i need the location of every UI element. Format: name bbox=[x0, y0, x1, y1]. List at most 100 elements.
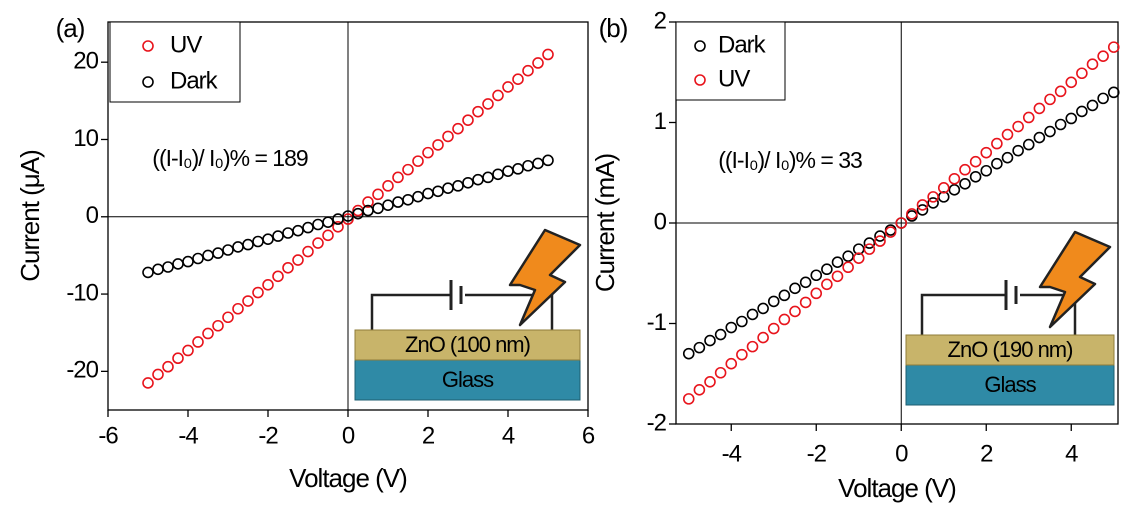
data-point bbox=[373, 203, 383, 213]
glass-label: Glass bbox=[984, 372, 1036, 397]
data-point bbox=[716, 368, 726, 378]
data-point bbox=[694, 385, 704, 395]
data-point bbox=[393, 172, 403, 182]
data-point bbox=[928, 192, 938, 202]
data-point bbox=[1077, 106, 1087, 116]
legend-label: Dark bbox=[170, 67, 219, 94]
data-point bbox=[283, 263, 293, 273]
data-point bbox=[758, 333, 768, 343]
data-point bbox=[1098, 51, 1108, 61]
data-point bbox=[243, 296, 253, 306]
data-point bbox=[183, 257, 193, 267]
data-point bbox=[833, 257, 843, 267]
y-tick-label: 10 bbox=[73, 125, 98, 152]
data-point bbox=[1056, 86, 1066, 96]
data-point bbox=[423, 148, 433, 158]
inset: ZnO (100 nm)Glass bbox=[355, 230, 580, 400]
data-point bbox=[453, 124, 463, 134]
data-point bbox=[153, 369, 163, 379]
data-point bbox=[283, 228, 293, 238]
data-point bbox=[233, 242, 243, 252]
data-point bbox=[223, 312, 233, 322]
x-tick-label: 4 bbox=[1065, 440, 1078, 467]
data-point bbox=[463, 115, 473, 125]
data-point bbox=[1003, 130, 1013, 140]
data-point bbox=[801, 297, 811, 307]
y-tick-label: -2 bbox=[647, 409, 667, 436]
data-point bbox=[822, 279, 832, 289]
data-point bbox=[323, 217, 333, 227]
data-point bbox=[453, 181, 463, 191]
data-point bbox=[523, 161, 533, 171]
legend-label: UV bbox=[718, 65, 750, 92]
data-point bbox=[143, 378, 153, 388]
y-axis-title: Current (mA) bbox=[590, 154, 620, 293]
y-tick-label: -1 bbox=[647, 309, 667, 336]
data-point bbox=[173, 353, 183, 363]
inset: ZnO (190 nm) Glass bbox=[906, 232, 1114, 405]
data-point bbox=[769, 296, 779, 306]
x-tick-label: 2 bbox=[980, 440, 993, 467]
data-point bbox=[383, 181, 393, 191]
data-point bbox=[843, 262, 853, 272]
legend-label: Dark bbox=[718, 31, 767, 58]
data-point bbox=[1056, 120, 1066, 130]
data-point bbox=[493, 169, 503, 179]
data-point bbox=[373, 189, 383, 199]
data-point bbox=[748, 309, 758, 319]
x-axis-title: Voltage (V) bbox=[289, 463, 407, 493]
x-tick-label: 2 bbox=[422, 422, 435, 449]
zno-label: ZnO (100 nm) bbox=[405, 332, 530, 357]
x-tick-label: 0 bbox=[342, 422, 355, 449]
data-point bbox=[413, 156, 423, 166]
data-point bbox=[513, 164, 523, 174]
data-point bbox=[822, 264, 832, 274]
data-point bbox=[1013, 146, 1023, 156]
data-point bbox=[463, 178, 473, 188]
y-tick-label: 0 bbox=[86, 202, 99, 229]
x-tick-label: -2 bbox=[258, 422, 278, 449]
data-point bbox=[543, 49, 553, 59]
x-tick-label: -4 bbox=[178, 422, 198, 449]
data-point bbox=[960, 179, 970, 189]
data-point bbox=[533, 158, 543, 168]
data-point bbox=[949, 185, 959, 195]
data-point bbox=[1003, 153, 1013, 163]
data-point bbox=[223, 245, 233, 255]
data-point bbox=[1088, 59, 1098, 69]
data-point bbox=[790, 283, 800, 293]
data-point bbox=[1034, 103, 1044, 113]
data-point bbox=[293, 226, 303, 236]
zno-label: ZnO (190 nm) bbox=[948, 337, 1073, 362]
legend-label: UV bbox=[170, 31, 202, 58]
data-point bbox=[153, 264, 163, 274]
y-axis-title: Current (μA) bbox=[15, 150, 45, 282]
data-point bbox=[253, 288, 263, 298]
data-point bbox=[313, 220, 323, 230]
data-point bbox=[960, 165, 970, 175]
data-point bbox=[443, 131, 453, 141]
figure: -6-4-20246-20-1001020Voltage (V)Current … bbox=[0, 0, 1124, 509]
data-point bbox=[413, 192, 423, 202]
data-point bbox=[263, 280, 273, 290]
data-point bbox=[483, 99, 493, 109]
y-tick-label: 1 bbox=[654, 108, 667, 135]
data-point bbox=[193, 337, 203, 347]
data-point bbox=[163, 262, 173, 272]
data-point bbox=[971, 172, 981, 182]
data-point bbox=[737, 350, 747, 360]
data-point bbox=[843, 251, 853, 261]
data-point bbox=[1045, 94, 1055, 104]
data-point bbox=[433, 186, 443, 196]
data-point bbox=[1045, 127, 1055, 137]
y-tick-label: 0 bbox=[654, 208, 667, 235]
x-tick-label: 6 bbox=[582, 422, 595, 449]
data-point bbox=[313, 238, 323, 248]
data-point bbox=[483, 172, 493, 182]
data-point bbox=[1066, 77, 1076, 87]
data-point bbox=[263, 234, 273, 244]
data-point bbox=[213, 321, 223, 331]
data-point bbox=[503, 82, 513, 92]
data-point bbox=[833, 271, 843, 281]
data-point bbox=[1077, 68, 1087, 78]
